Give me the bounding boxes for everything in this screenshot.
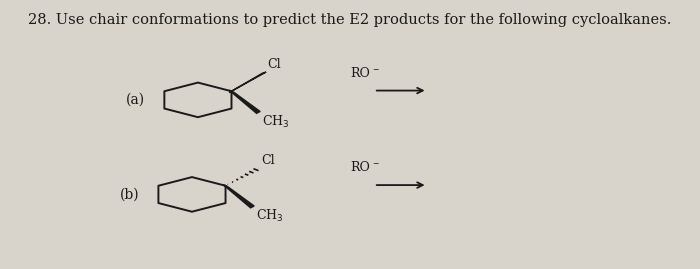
- Polygon shape: [229, 90, 260, 113]
- Text: $^-$: $^-$: [371, 161, 380, 171]
- Text: (b): (b): [120, 187, 139, 201]
- Text: Cl: Cl: [261, 154, 275, 167]
- Text: Cl: Cl: [267, 58, 281, 71]
- Polygon shape: [223, 185, 254, 208]
- Text: $^-$: $^-$: [371, 67, 380, 77]
- Text: RO: RO: [350, 67, 370, 80]
- Text: CH$_3$: CH$_3$: [256, 208, 284, 224]
- Text: CH$_3$: CH$_3$: [262, 114, 289, 130]
- Text: (a): (a): [126, 93, 145, 107]
- Polygon shape: [229, 72, 266, 93]
- Text: 28. Use chair conformations to predict the E2 products for the following cycloal: 28. Use chair conformations to predict t…: [28, 13, 672, 27]
- Text: RO: RO: [350, 161, 370, 174]
